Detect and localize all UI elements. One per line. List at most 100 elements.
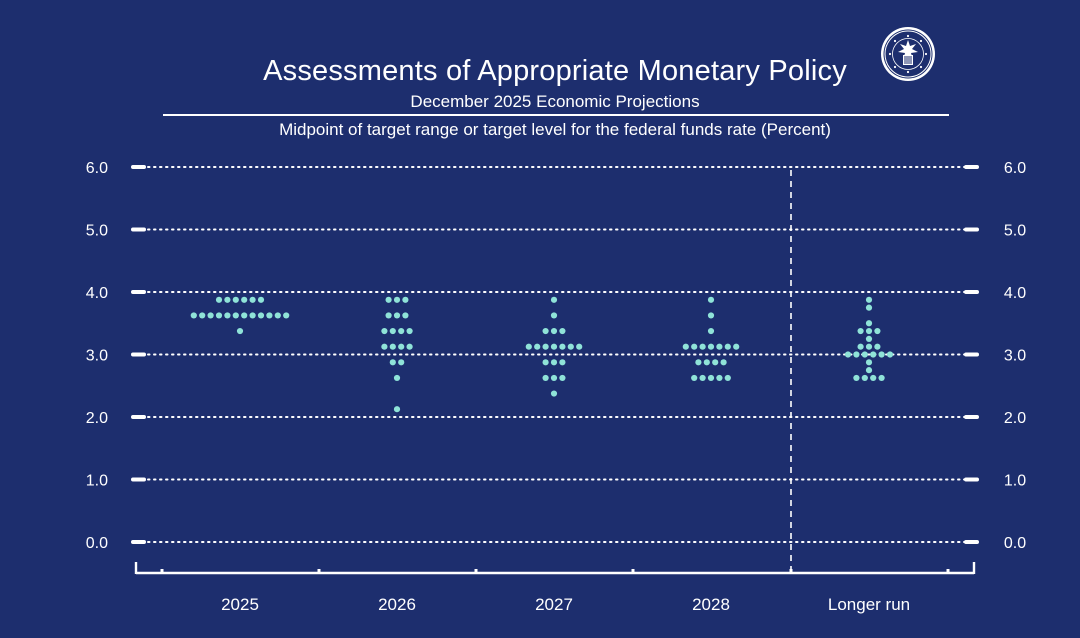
y-tick-label-right: 0.0 [1004,535,1026,552]
y-tick-label-left: 2.0 [86,410,108,427]
projection-dot [199,312,206,319]
projection-dot [716,374,723,382]
projection-dot [844,351,852,358]
projection-dot [865,359,873,366]
y-axis-caption: Midpoint of target range or target level… [279,120,831,139]
chart-subtitle: December 2025 Economic Projections [410,92,700,111]
projection-dot [534,343,541,350]
y-tick-label-left: 1.0 [86,473,108,490]
projection-dot [707,374,715,382]
y-tick-label-left: 6.0 [86,160,108,177]
y-tick-label-left: 0.0 [86,535,108,552]
y-tick-label-right: 1.0 [1004,473,1026,490]
projection-dot [406,343,413,350]
title-divider [163,114,949,116]
projection-dot [865,320,873,327]
projection-dot [886,351,894,358]
projection-dot [542,374,549,382]
projection-dot [266,312,273,319]
projection-dot [865,335,873,342]
projection-dot [393,312,401,319]
projection-dot [550,390,558,397]
projection-dot [274,312,281,319]
projection-dot [699,374,706,382]
projection-dot [695,359,702,366]
y-tick-label-left: 5.0 [86,223,108,240]
projection-dot [857,343,864,350]
projection-dot [699,343,706,350]
projection-dot [559,343,566,350]
projection-dot [241,312,248,319]
projection-dot [691,343,698,350]
projection-dot [381,327,388,335]
projection-dot [550,374,558,382]
y-tick-label-right: 2.0 [1004,410,1026,427]
projection-dot [550,312,558,319]
projection-dot [542,359,549,366]
x-tick-label: 2027 [535,595,573,614]
projection-dot [682,343,689,350]
projection-dot [861,374,868,382]
projection-dot [712,359,719,366]
projection-dot [249,296,256,303]
projection-dot [389,343,396,350]
projection-dot [542,343,549,350]
projection-dot [707,343,715,350]
projection-dot [874,327,881,335]
projection-dot [559,374,566,382]
projection-dot [853,351,860,358]
projection-dot [724,343,731,350]
projection-dot [224,296,231,303]
projection-dot [550,296,558,303]
projection-dot [861,351,868,358]
projection-dot [402,312,409,319]
projection-dot [733,343,740,350]
x-tick-label: 2026 [378,595,416,614]
projection-dot [550,327,558,335]
chart-title: Assessments of Appropriate Monetary Poli… [263,55,847,87]
projection-dot [393,374,401,382]
projection-dot [878,374,885,382]
projection-dot [707,312,715,319]
projection-dot [283,312,290,319]
projection-dot [865,327,873,335]
projection-dot [724,374,731,382]
projection-dot [236,327,244,335]
projection-dot [865,367,873,374]
projection-dot [385,312,392,319]
y-tick-label-right: 6.0 [1004,160,1026,177]
projection-dot [215,296,223,303]
x-tick-label: 2025 [221,595,259,614]
projection-dot [865,304,873,311]
projection-dot [870,374,877,382]
projection-dot [381,343,388,350]
projection-dot [402,296,409,303]
projection-dot [224,312,231,319]
projection-dot [393,406,401,413]
projection-dot [716,343,723,350]
projection-dot [257,312,265,319]
projection-dot [865,343,873,350]
grid-layer [147,166,967,543]
x-tick-label: 2028 [692,595,730,614]
projection-dot [406,327,413,335]
projection-dot [241,296,248,303]
projection-dot [232,312,239,319]
projection-dot [232,296,239,303]
y-tick-label-right: 5.0 [1004,223,1026,240]
projection-dot [720,359,727,366]
projection-dot [215,312,223,319]
projection-dot [190,312,197,319]
y-tick-label-left: 4.0 [86,285,108,302]
projection-dot [874,343,881,350]
x-tick-label: Longer run [828,595,910,614]
projection-dot [393,296,401,303]
projection-dot [576,343,583,350]
projection-dot [207,312,214,319]
projection-dot [257,296,265,303]
projection-dot [550,359,558,366]
y-tick-label-left: 3.0 [86,348,108,365]
projection-dot [385,296,392,303]
